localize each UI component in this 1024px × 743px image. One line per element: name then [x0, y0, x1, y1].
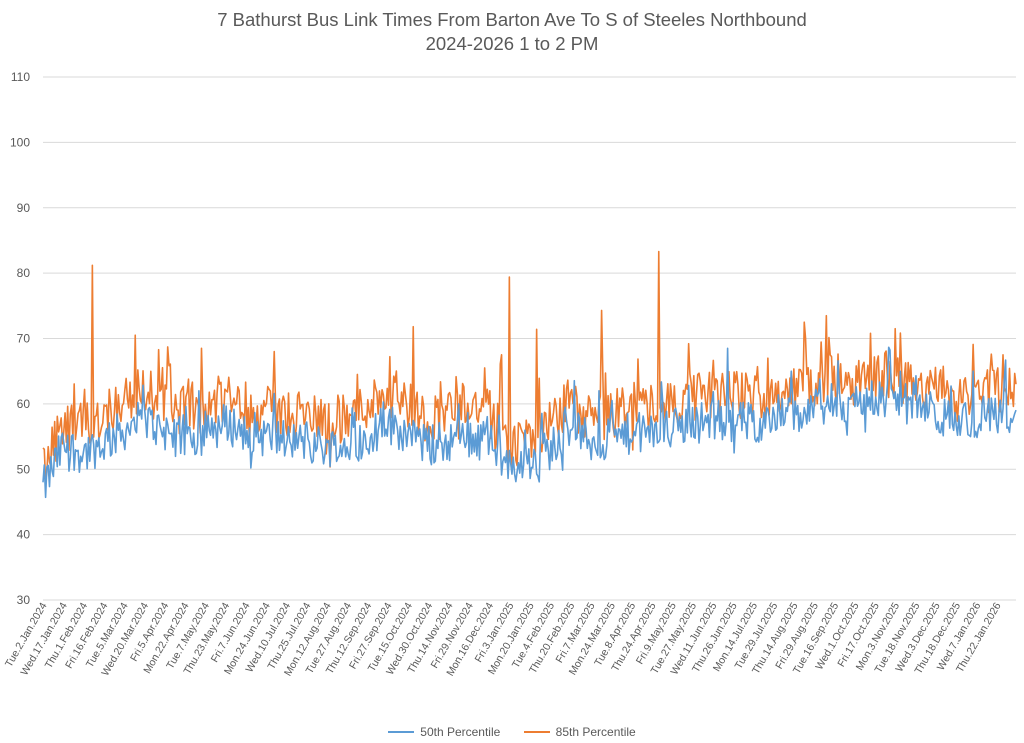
y-tick-label: 100	[10, 135, 30, 149]
legend-item-85th: 85th Percentile	[523, 725, 636, 739]
y-axis-tick-labels: 30 40 50 60 70 80 90 100 110	[10, 70, 30, 607]
series-line-50th	[42, 346, 1017, 499]
chart-subtitle: 2024-2026 1 to 2 PM	[425, 33, 599, 54]
y-tick-label: 30	[17, 593, 31, 607]
legend: 50th Percentile 85th Percentile	[0, 722, 1024, 739]
chart-title-block: 7 Bathurst Bus Link Times From Barton Av…	[0, 8, 1024, 56]
y-tick-label: 80	[17, 266, 31, 280]
series-line-85th	[42, 250, 1017, 483]
y-tick-label: 60	[17, 397, 31, 411]
y-tick-label: 110	[11, 70, 30, 84]
y-tick-label: 70	[17, 332, 31, 346]
legend-item-50th: 50th Percentile	[388, 725, 500, 739]
y-tick-label: 50	[17, 462, 31, 476]
legend-swatch-50th	[388, 731, 415, 733]
series-lines	[42, 250, 1017, 499]
x-axis-tick-labels: Tue.2.Jan.2024Wed.17.Jan.2024Thu.1.Feb.2…	[3, 600, 1004, 678]
chart-title: 7 Bathurst Bus Link Times From Barton Av…	[217, 9, 807, 30]
gridlines	[43, 76, 1016, 601]
y-tick-label: 40	[17, 528, 31, 542]
y-tick-label: 90	[17, 201, 31, 215]
legend-swatch-85th	[523, 731, 550, 733]
legend-label-85th: 85th Percentile	[555, 725, 636, 739]
legend-label-50th: 50th Percentile	[420, 725, 501, 739]
